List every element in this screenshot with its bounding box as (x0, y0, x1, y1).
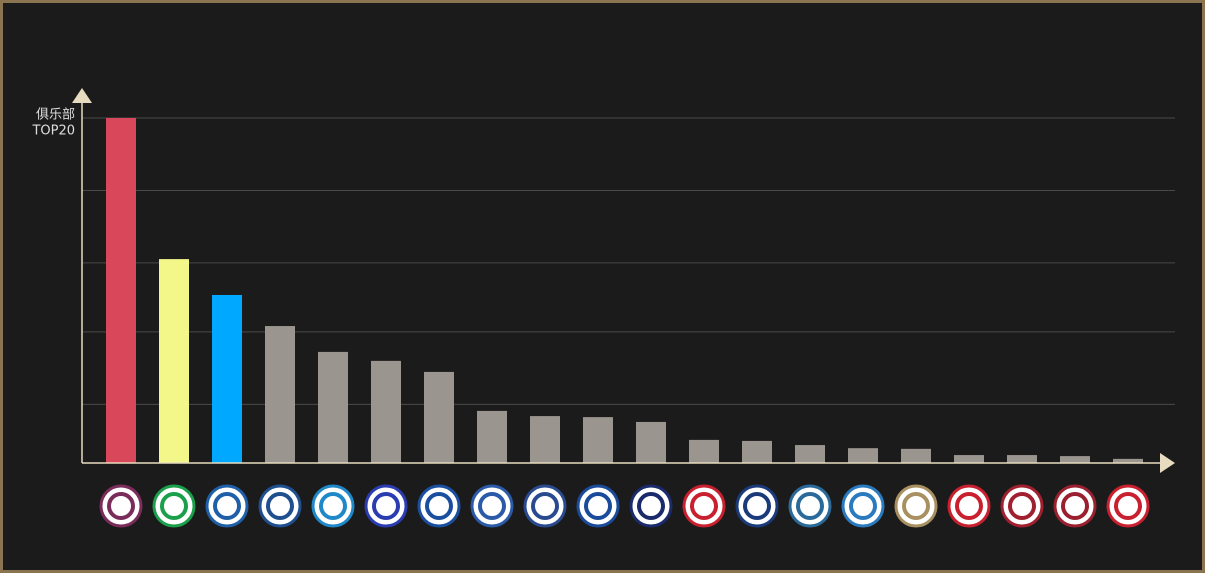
category-logo-inner (849, 492, 877, 520)
category-logo-inner (107, 492, 135, 520)
bar (636, 421, 666, 463)
category-logo (841, 484, 885, 528)
category-logo (576, 484, 620, 528)
bar (477, 410, 507, 463)
category-logo-inner (531, 492, 559, 520)
bar (159, 259, 189, 463)
category-logo-inner (796, 492, 824, 520)
category-logo (735, 484, 779, 528)
category-logo-inner (425, 492, 453, 520)
bar (1113, 458, 1143, 463)
category-logo-inner (902, 492, 930, 520)
category-logo-inner (478, 492, 506, 520)
category-logo-inner (743, 492, 771, 520)
bar (742, 440, 772, 463)
logos (99, 484, 1150, 528)
bar (106, 118, 136, 463)
bars (106, 118, 1143, 463)
category-logo (152, 484, 196, 528)
category-logo-inner (372, 492, 400, 520)
category-logo (311, 484, 355, 528)
bar (689, 439, 719, 463)
bar (1060, 456, 1090, 463)
category-logo-inner (1114, 492, 1142, 520)
grid (82, 117, 1175, 405)
category-logo (1053, 484, 1097, 528)
category-logo (1106, 484, 1150, 528)
y-axis-arrow (72, 88, 92, 103)
category-logo-inner (1008, 492, 1036, 520)
category-logo (894, 484, 938, 528)
bar (848, 448, 878, 463)
category-logo (947, 484, 991, 528)
category-logo (629, 484, 673, 528)
category-logo-inner (213, 492, 241, 520)
category-logo (788, 484, 832, 528)
category-logo-inner (160, 492, 188, 520)
bar (583, 417, 613, 463)
category-logo-inner (690, 492, 718, 520)
category-logo (523, 484, 567, 528)
category-logo (364, 484, 408, 528)
bar (212, 294, 242, 463)
category-logo-inner (955, 492, 983, 520)
category-logo-inner (266, 492, 294, 520)
category-logo (417, 484, 461, 528)
category-logo (1000, 484, 1044, 528)
category-logo-inner (584, 492, 612, 520)
bar (954, 455, 984, 463)
x-axis-arrow (1160, 453, 1175, 473)
category-logo (682, 484, 726, 528)
category-logo (470, 484, 514, 528)
category-logo (99, 484, 143, 528)
bar (530, 416, 560, 463)
bar (795, 445, 825, 463)
y-axis-label: 俱乐部 (36, 108, 75, 123)
y-axis-label: TOP20 (31, 124, 75, 139)
category-logo-inner (637, 492, 665, 520)
bar (318, 351, 348, 463)
bar (901, 448, 931, 463)
bar (371, 360, 401, 463)
bar (265, 326, 295, 463)
category-logo (258, 484, 302, 528)
category-logo-inner (1061, 492, 1089, 520)
category-logo (205, 484, 249, 528)
bar (424, 371, 454, 463)
bar (1007, 455, 1037, 463)
category-logo-inner (319, 492, 347, 520)
